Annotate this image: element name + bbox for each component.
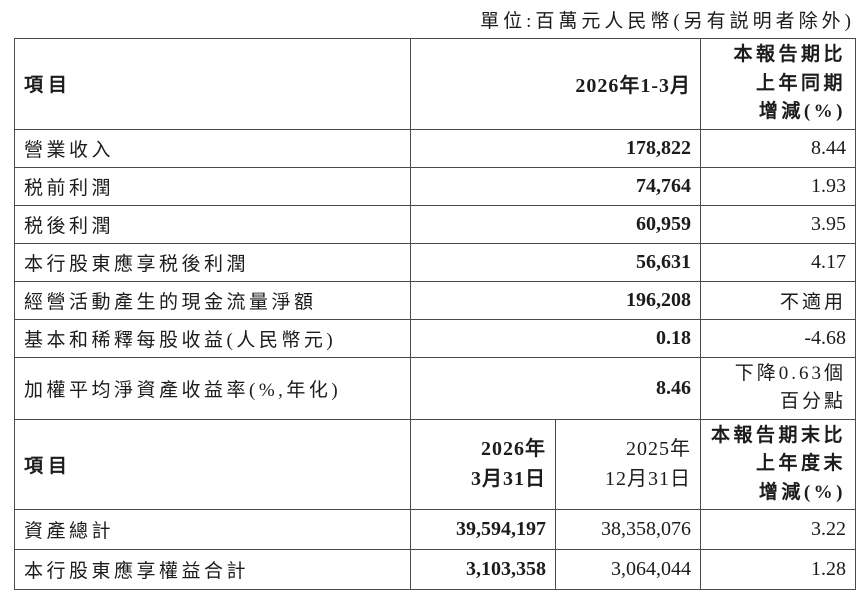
row-change: 不適用 — [700, 280, 857, 320]
unit-note: 單位:百萬元人民幣(另有説明者除外) — [480, 11, 855, 32]
row-value: 56,631 — [409, 242, 702, 282]
table-row-profit-before-tax: 税前利潤 74,764 1.93 — [14, 166, 857, 206]
section2-header-row: 項目 2026年 3月31日 2025年 12月31日 本報告期末比 上年度末 … — [14, 418, 857, 510]
row-value: 60,959 — [409, 204, 702, 244]
section2-header-change: 本報告期末比 上年度末 增減(%) — [700, 418, 857, 510]
table-row-profit-attributable: 本行股東應享税後利潤 56,631 4.17 — [14, 242, 857, 282]
section1-header-item: 項目 — [14, 38, 411, 130]
row-label: 税前利潤 — [14, 166, 411, 206]
table-row-return-on-equity: 加權平均淨資產收益率(%,年化) 8.46 下降0.63個 百分點 — [14, 356, 857, 420]
row-label: 資產總計 — [14, 509, 411, 550]
row-value: 178,822 — [409, 128, 702, 168]
row-change: 3.22 — [700, 509, 857, 550]
row-value-prior: 38,358,076 — [554, 509, 702, 550]
table-row-operating-income: 營業收入 178,822 8.44 — [14, 128, 857, 168]
row-change: 1.28 — [700, 549, 857, 590]
row-change: 下降0.63個 百分點 — [700, 356, 857, 420]
table-row-total-assets: 資產總計 39,594,197 38,358,076 3.22 — [14, 509, 857, 550]
row-value: 8.46 — [409, 356, 702, 420]
table-row-operating-cash-flow: 經營活動產生的現金流量淨額 196,208 不適用 — [14, 280, 857, 320]
row-change: 4.17 — [700, 242, 857, 282]
section1-header-period: 2026年1-3月 — [409, 38, 702, 130]
row-label: 税後利潤 — [14, 204, 411, 244]
section2-header-date-current: 2026年 3月31日 — [410, 418, 556, 510]
row-label: 營業收入 — [14, 128, 411, 168]
row-change: 1.93 — [700, 166, 857, 206]
row-value-current: 3,103,358 — [410, 549, 556, 590]
section2-header-date-prior: 2025年 12月31日 — [554, 418, 702, 510]
row-label: 經營活動產生的現金流量淨額 — [14, 280, 411, 320]
table-row-earnings-per-share: 基本和稀釋每股收益(人民幣元) 0.18 -4.68 — [14, 318, 857, 358]
row-value-current: 39,594,197 — [410, 509, 556, 550]
row-label: 加權平均淨資產收益率(%,年化) — [14, 356, 411, 420]
row-label: 本行股東應享税後利潤 — [14, 242, 411, 282]
row-value: 0.18 — [409, 318, 702, 358]
table-row-total-equity: 本行股東應享權益合計 3,103,358 3,064,044 1.28 — [14, 549, 857, 590]
row-label: 基本和稀釋每股收益(人民幣元) — [14, 318, 411, 358]
table-row-profit-after-tax: 税後利潤 60,959 3.95 — [14, 204, 857, 244]
row-label: 本行股東應享權益合計 — [14, 549, 411, 590]
section1-header-row: 項目 2026年1-3月 本報告期比 上年同期 增減(%) — [14, 38, 857, 130]
financial-summary-table: 項目 2026年1-3月 本報告期比 上年同期 增減(%) 營業收入 178,8… — [14, 38, 857, 590]
row-value: 196,208 — [409, 280, 702, 320]
row-value-prior: 3,064,044 — [554, 549, 702, 590]
section1-header-change: 本報告期比 上年同期 增減(%) — [700, 38, 857, 130]
row-change: 8.44 — [700, 128, 857, 168]
row-change: -4.68 — [700, 318, 857, 358]
section2-header-item: 項目 — [14, 418, 411, 510]
row-change: 3.95 — [700, 204, 857, 244]
row-value: 74,764 — [409, 166, 702, 206]
